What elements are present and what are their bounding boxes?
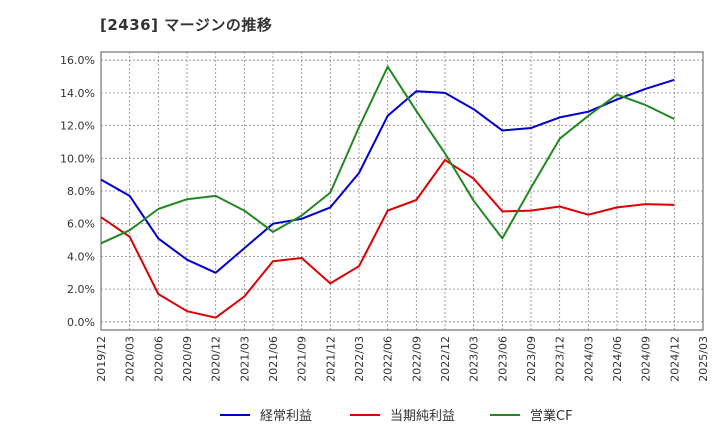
chart-title: [2436] マージンの推移 [100, 16, 273, 34]
x-tick-label: 2023/12 [554, 336, 567, 382]
legend-label-2: 営業CF [530, 408, 573, 424]
gridlines [101, 52, 703, 330]
x-tick-label: 2023/03 [468, 336, 481, 382]
x-tick-label: 2020/03 [124, 336, 137, 382]
x-tick-label: 2022/09 [410, 336, 423, 382]
y-tick-label: 14.0% [60, 87, 95, 100]
y-tick-label: 12.0% [60, 120, 95, 133]
x-tick-label: 2019/12 [95, 336, 108, 382]
x-tick-label: 2025/03 [697, 336, 710, 382]
y-tick-label: 4.0% [67, 250, 95, 263]
x-axis-ticks: 2019/12 2020/03 2020/06 2020/09 2020/12 2021/… [95, 336, 710, 382]
y-axis-ticks: 0.0% 2.0% 4.0% 6.0% 8.0% 10.0% 12.0% 14.0% 16.0% [60, 54, 95, 329]
x-tick-label: 2020/09 [181, 336, 194, 382]
legend: 経常利益 当期純利益 営業CF [220, 408, 573, 424]
x-tick-label: 2020/12 [210, 336, 223, 382]
x-tick-label: 2021/06 [267, 336, 280, 382]
series-line-1 [100, 158, 675, 319]
x-tick-label: 2024/06 [611, 336, 624, 382]
series-line-2 [100, 65, 675, 245]
x-tick-label: 2022/12 [439, 336, 452, 382]
y-tick-label: 10.0% [60, 152, 95, 165]
x-tick-label: 2024/09 [640, 336, 653, 382]
y-tick-label: 6.0% [67, 218, 95, 231]
x-tick-label: 2020/06 [152, 336, 165, 382]
x-tick-label: 2022/03 [353, 336, 366, 382]
x-tick-label: 2021/03 [238, 336, 251, 382]
y-tick-label: 8.0% [67, 185, 95, 198]
x-tick-label: 2022/06 [382, 336, 395, 382]
x-tick-label: 2023/09 [525, 336, 538, 382]
x-tick-label: 2024/03 [582, 336, 595, 382]
x-tick-label: 2024/12 [668, 336, 681, 382]
y-tick-label: 2.0% [67, 283, 95, 296]
x-tick-label: 2021/09 [296, 336, 309, 382]
y-tick-label: 16.0% [60, 54, 95, 67]
legend-label-0: 経常利益 [260, 409, 312, 424]
series-line-0 [100, 78, 675, 274]
y-tick-label: 0.0% [67, 316, 95, 329]
legend-label-1: 当期純利益 [390, 409, 455, 424]
x-tick-label: 2023/06 [496, 336, 509, 382]
series-lines [100, 65, 675, 319]
x-tick-label: 2021/12 [324, 336, 337, 382]
